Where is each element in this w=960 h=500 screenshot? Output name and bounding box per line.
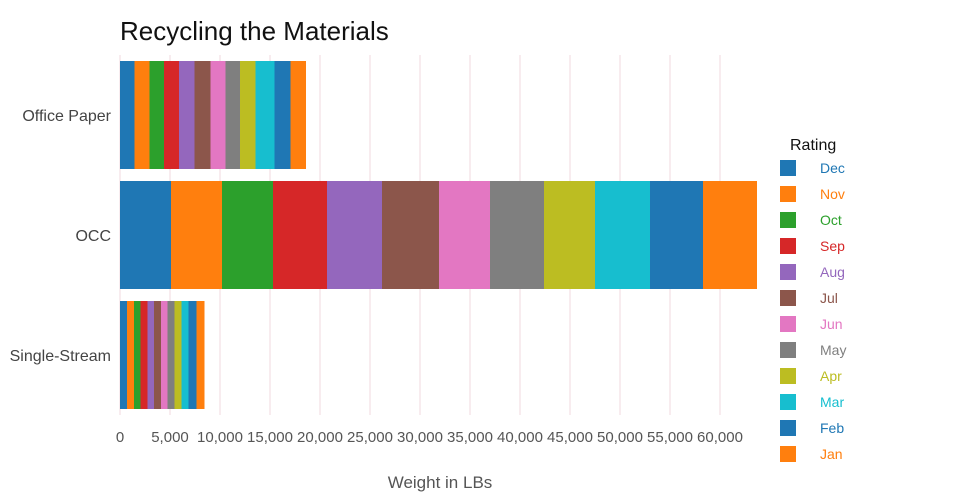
bar-segment xyxy=(703,181,757,289)
x-tick-label: 20,000 xyxy=(297,429,343,446)
bar-segment xyxy=(274,61,291,169)
bar-segment xyxy=(181,301,189,409)
bar-segment xyxy=(240,61,256,169)
x-tick-label: 55,000 xyxy=(647,429,693,446)
bar-segment xyxy=(650,181,703,289)
chart-title: Recycling the Materials xyxy=(120,16,389,46)
bar-segment xyxy=(255,61,275,169)
legend-label: Nov xyxy=(820,186,845,202)
legend-label: May xyxy=(820,342,846,358)
bar-segment xyxy=(194,61,211,169)
bar-segment xyxy=(382,181,439,289)
bar-segment xyxy=(161,301,168,409)
x-axis-label: Weight in LBs xyxy=(388,473,493,492)
legend-label: Oct xyxy=(820,212,842,228)
legend-swatch xyxy=(780,212,796,228)
x-tick-label: 15,000 xyxy=(247,429,293,446)
x-tick-label: 10,000 xyxy=(197,429,243,446)
x-tick-label: 45,000 xyxy=(547,429,593,446)
bar-segment xyxy=(154,301,161,409)
bar-segment xyxy=(120,301,127,409)
legend-label: Jan xyxy=(820,446,843,462)
bar-segment xyxy=(147,301,154,409)
bar-segment xyxy=(120,181,171,289)
legend-label: Jun xyxy=(820,316,843,332)
x-tick-label: 60,000 xyxy=(697,429,743,446)
x-tick-label: 50,000 xyxy=(597,429,643,446)
bar-segment xyxy=(149,61,164,169)
x-tick-label: 30,000 xyxy=(397,429,443,446)
bar-segment xyxy=(196,301,205,409)
legend-swatch xyxy=(780,368,796,384)
bar-segment xyxy=(134,301,141,409)
legend-swatch xyxy=(780,446,796,462)
bar-segment xyxy=(140,301,148,409)
legend-swatch xyxy=(780,264,796,280)
legend-label: Dec xyxy=(820,160,845,176)
bar-segment xyxy=(490,181,544,289)
legend-swatch xyxy=(780,420,796,436)
bar-segment xyxy=(222,181,273,289)
legend-swatch xyxy=(780,238,796,254)
category-label: OCC xyxy=(75,228,111,245)
bars xyxy=(120,61,757,409)
bar-segment xyxy=(225,61,240,169)
legend-label: Feb xyxy=(820,420,844,436)
legend-swatch xyxy=(780,290,796,306)
legend-swatch xyxy=(780,316,796,332)
legend-label: Jul xyxy=(820,290,838,306)
legend-title: Rating xyxy=(790,137,836,154)
bar-segment xyxy=(120,61,135,169)
legend-label: Apr xyxy=(820,368,842,384)
legend-label: Mar xyxy=(820,394,844,410)
legend-swatch xyxy=(780,394,796,410)
x-tick-label: 40,000 xyxy=(497,429,543,446)
category-label: Office Paper xyxy=(22,108,111,125)
legend-swatch xyxy=(780,186,796,202)
bar-segment xyxy=(595,181,650,289)
bar-segment xyxy=(134,61,150,169)
legend: Rating Dec Nov Oct Sep Aug Jul Jun May Apr Mar Feb… xyxy=(780,137,846,462)
bar-segment xyxy=(544,181,595,289)
bar-segment xyxy=(164,61,179,169)
bar-segment xyxy=(327,181,382,289)
bar-segment xyxy=(188,301,197,409)
bar-segment xyxy=(174,301,182,409)
bar-segment xyxy=(273,181,327,289)
x-tick-label: 25,000 xyxy=(347,429,393,446)
bar-segment xyxy=(167,301,175,409)
bar-segment xyxy=(127,301,134,409)
bar-segment xyxy=(290,61,306,169)
bar-segment xyxy=(210,61,226,169)
x-tick-label: 35,000 xyxy=(447,429,493,446)
bar-segment xyxy=(179,61,195,169)
legend-swatch xyxy=(780,342,796,358)
legend-swatch xyxy=(780,160,796,176)
x-tick-label: 5,000 xyxy=(151,429,189,446)
legend-label: Sep xyxy=(820,238,845,254)
x-tick-label: 0 xyxy=(116,429,124,446)
bar-segment xyxy=(439,181,490,289)
x-axis-ticks: 0 5,000 10,000 15,000 20,000 25,000 30,000 35,0… xyxy=(116,429,743,446)
legend-label: Aug xyxy=(820,264,845,280)
category-labels: Office Paper OCC Single-Stream xyxy=(10,108,112,365)
bar-segment xyxy=(171,181,222,289)
category-label: Single-Stream xyxy=(10,348,111,365)
